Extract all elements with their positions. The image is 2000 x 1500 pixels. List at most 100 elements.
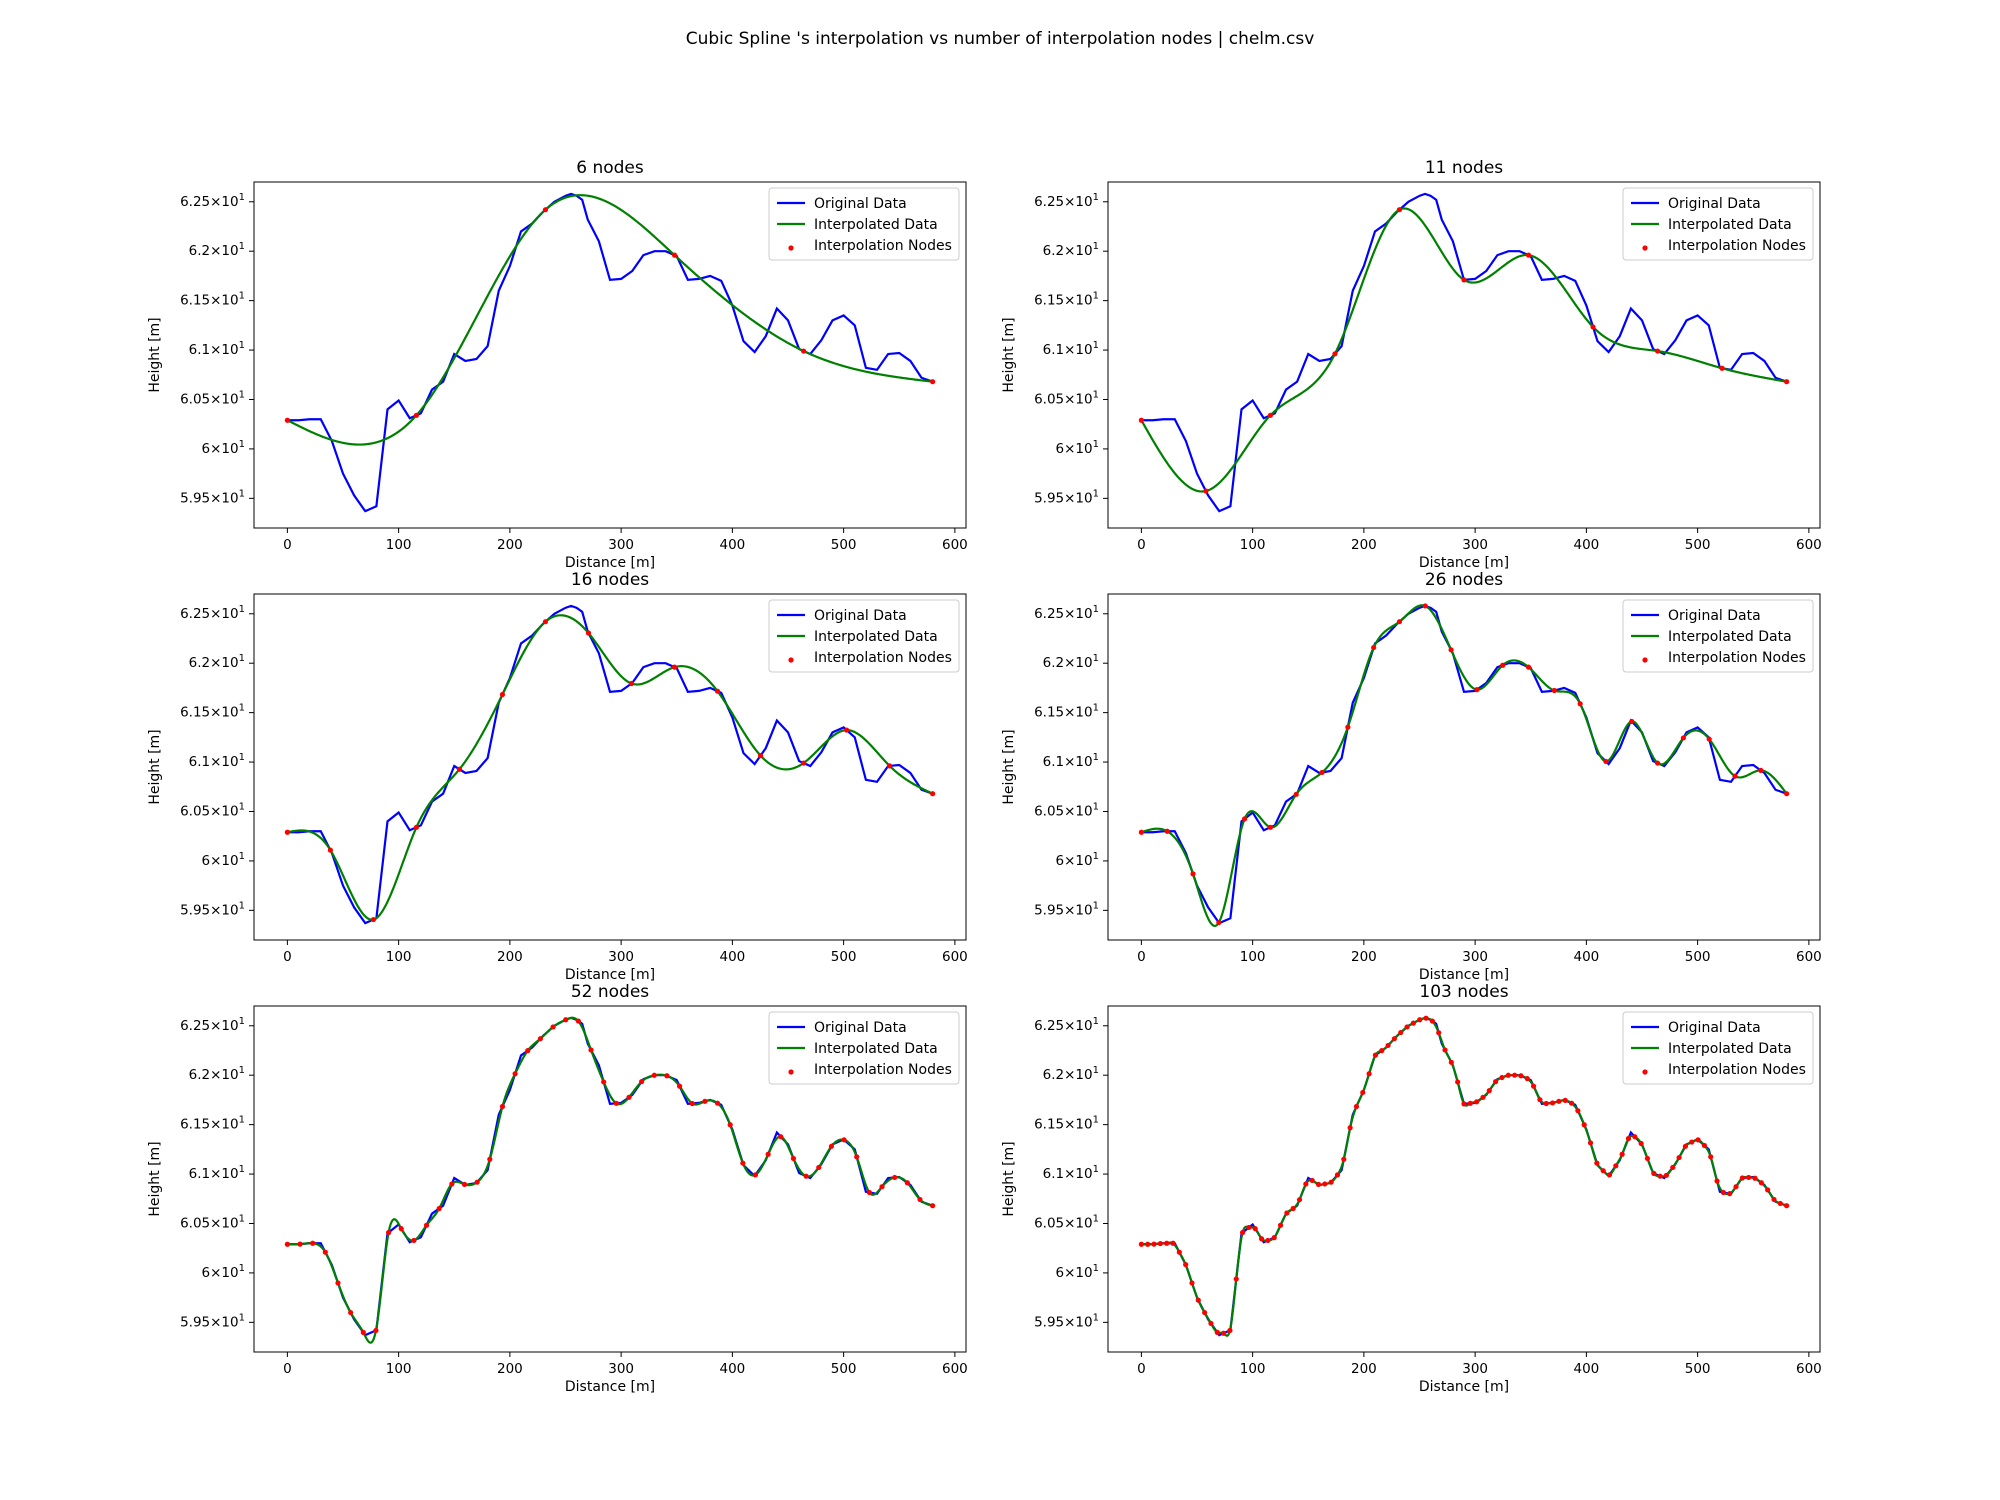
x-tick-label: 600 <box>942 1361 968 1377</box>
x-tick-label: 600 <box>1796 1361 1822 1377</box>
x-tick-label: 500 <box>1685 1361 1711 1377</box>
interpolation-node <box>370 916 377 923</box>
x-tick-label: 100 <box>386 537 412 553</box>
y-tick-label: 5.95×101 <box>1034 488 1099 506</box>
interpolation-node <box>499 1103 506 1110</box>
interpolation-node <box>1216 919 1222 926</box>
interpolation-node <box>563 1017 569 1023</box>
interpolation-node <box>1784 1203 1790 1209</box>
x-tick-label: 300 <box>1462 537 1488 553</box>
interpolation-node <box>537 1036 544 1042</box>
interpolation-node <box>1267 412 1274 418</box>
interpolation-node <box>1499 1074 1505 1081</box>
y-tick-label: 6.2×101 <box>189 1065 245 1083</box>
interpolation-node <box>1372 1052 1379 1058</box>
x-tick-label: 200 <box>497 537 523 553</box>
interpolation-node <box>1322 1181 1328 1187</box>
legend-swatch <box>1642 657 1648 663</box>
y-axis-label: Height [m] <box>147 1141 163 1216</box>
interpolation-node <box>702 1098 708 1104</box>
interpolation-node <box>1334 1172 1341 1178</box>
x-axis-label: Distance [m] <box>565 555 655 571</box>
interpolation-node <box>727 1122 733 1128</box>
interpolation-node <box>1423 1015 1429 1021</box>
interpolation-node <box>1448 647 1454 653</box>
interpolation-node <box>1271 1235 1277 1241</box>
interpolation-node <box>1353 1103 1360 1110</box>
interpolation-node <box>1366 1071 1372 1077</box>
legend-entry: Interpolated Data <box>814 629 938 645</box>
interpolation-node <box>1575 1108 1581 1114</box>
y-axis-label: Height [m] <box>147 317 163 392</box>
interpolation-node <box>585 630 592 636</box>
x-tick-label: 300 <box>608 1361 634 1377</box>
y-axis-label: Height [m] <box>1001 317 1017 392</box>
interpolation-node <box>1486 1088 1492 1094</box>
interpolation-node <box>1398 1029 1404 1036</box>
legend: Original Data Interpolated Data Interpolat… <box>768 187 960 261</box>
interpolation-node <box>1758 767 1764 774</box>
x-tick-label: 100 <box>386 949 412 965</box>
original-data-line <box>1141 192 1787 513</box>
x-tick-label: 500 <box>1685 537 1711 553</box>
interpolation-node <box>1739 1175 1745 1181</box>
interpolation-node <box>628 680 635 687</box>
y-axis-label: Height [m] <box>147 729 163 804</box>
interpolation-node <box>1145 1241 1151 1247</box>
y-tick-label: 6.2×101 <box>189 653 245 671</box>
panel-6: 103 nodes 0 100 200 300 400 500 600 5.95×101 6×10… <box>1001 982 1822 1395</box>
interpolation-node <box>1404 1024 1410 1030</box>
legend-entry: Original Data <box>814 1020 907 1036</box>
x-tick-label: 600 <box>942 949 968 965</box>
legend-box <box>1622 187 1814 261</box>
legend-entry: Interpolated Data <box>814 1041 938 1057</box>
interpolation-node <box>335 1280 341 1286</box>
interpolation-node <box>499 691 506 698</box>
interpolation-node <box>1429 1018 1435 1024</box>
interpolation-node <box>904 1180 910 1186</box>
interpolation-node <box>1345 724 1351 730</box>
interpolation-node <box>1638 1140 1644 1147</box>
interpolation-node <box>1600 1168 1606 1174</box>
interpolation-node <box>1138 829 1144 835</box>
interpolation-node <box>1461 277 1467 283</box>
interpolation-node <box>1208 1320 1214 1327</box>
interpolation-node <box>1474 687 1480 693</box>
interpolation-node <box>1549 1100 1556 1106</box>
interpolation-node <box>1543 1100 1549 1107</box>
interpolation-node <box>1594 1160 1600 1166</box>
y-tick-label: 6.1×101 <box>1043 340 1099 358</box>
interpolation-node <box>1214 1329 1220 1335</box>
interpolation-node <box>651 1072 657 1078</box>
panel-title: 11 nodes <box>1425 158 1503 178</box>
y-tick-label: 6.25×101 <box>1034 604 1099 622</box>
interpolation-node <box>1619 1151 1625 1157</box>
interpolation-node <box>790 1155 797 1162</box>
interpolation-node <box>1512 1072 1518 1078</box>
y-tick-label: 6.15×101 <box>180 1115 245 1133</box>
interpolation-node <box>1360 1089 1366 1096</box>
interpolation-node <box>1455 1079 1461 1085</box>
interpolation-node <box>525 1048 531 1054</box>
interpolation-node <box>348 1309 354 1316</box>
interpolation-node <box>1417 1017 1423 1023</box>
legend: Original Data Interpolated Data Interpolat… <box>1622 599 1814 673</box>
interpolation-node <box>1164 828 1170 834</box>
interpolation-node <box>1315 1181 1322 1187</box>
interpolation-node <box>1242 816 1248 822</box>
interpolation-node <box>930 379 936 385</box>
y-axis-label: Height [m] <box>1001 729 1017 804</box>
original-data-line <box>287 604 933 925</box>
interpolation-node <box>1267 824 1274 830</box>
legend-box <box>1622 1011 1814 1085</box>
x-tick-label: 100 <box>1240 949 1266 965</box>
x-tick-label: 200 <box>497 1361 523 1377</box>
y-tick-label: 6.05×101 <box>180 389 245 407</box>
axes-frame <box>253 593 967 941</box>
interpolation-node <box>1720 1189 1726 1196</box>
x-tick-label: 400 <box>1573 537 1599 553</box>
interpolation-node <box>1603 758 1609 765</box>
x-tick-label: 300 <box>1462 1361 1488 1377</box>
interpolation-node <box>854 1154 860 1160</box>
interpolation-node <box>1719 365 1725 371</box>
